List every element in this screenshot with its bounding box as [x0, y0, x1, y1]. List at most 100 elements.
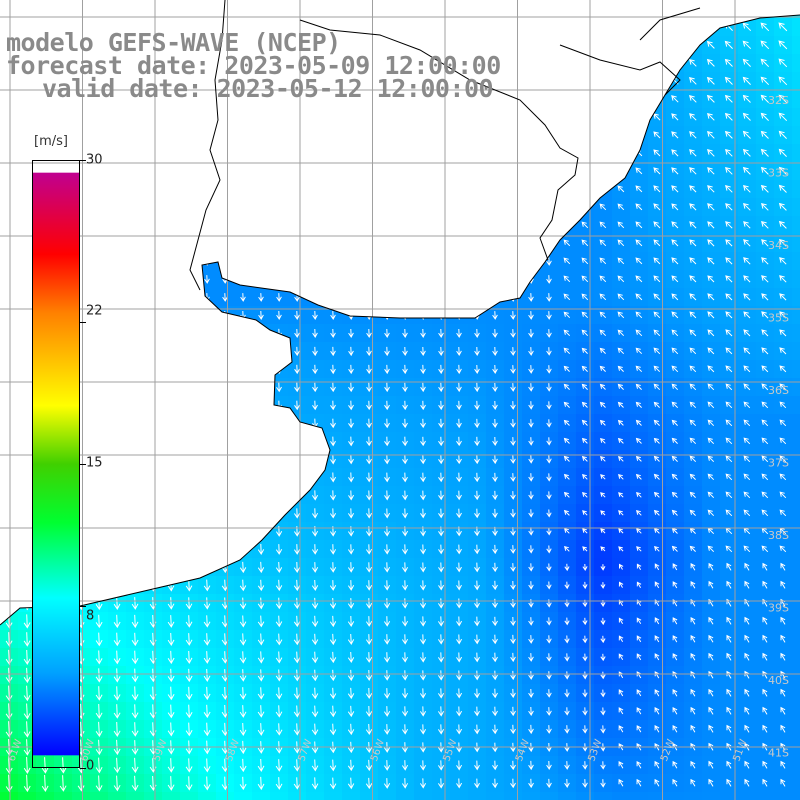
- wind-arrow: [167, 668, 175, 683]
- wind-arrow: [725, 203, 733, 211]
- wind-arrow: [779, 329, 787, 337]
- wind-arrow: [600, 779, 606, 788]
- wind-arrow: [671, 473, 678, 480]
- wind-arrow: [348, 382, 354, 393]
- wind-arrow: [311, 508, 319, 519]
- wind-arrow: [275, 615, 283, 628]
- wind-arrow: [438, 382, 444, 393]
- wind-arrow: [563, 293, 571, 301]
- wind-arrow: [581, 275, 589, 283]
- wind-arrow: [492, 562, 498, 573]
- wind-arrow: [689, 131, 697, 139]
- wind-arrow: [528, 671, 534, 680]
- wind-cell: [576, 792, 594, 800]
- wind-arrow: [329, 759, 337, 772]
- wind-arrow: [474, 328, 480, 338]
- wind-arrow: [275, 759, 283, 772]
- wind-arrow: [95, 668, 103, 683]
- wind-arrow: [761, 203, 769, 211]
- latitude-label: 41S: [768, 747, 789, 760]
- wind-arrow: [706, 148, 715, 157]
- wind-arrow: [671, 509, 678, 516]
- wind-arrow: [311, 597, 319, 610]
- wind-arrow: [563, 239, 571, 247]
- wind-arrow: [546, 545, 552, 554]
- wind-arrow: [528, 437, 534, 446]
- wind-arrow: [492, 311, 498, 320]
- wind-arrow: [348, 436, 354, 447]
- wind-arrow: [636, 546, 642, 552]
- wind-cell: [72, 792, 90, 800]
- wind-arrow: [492, 382, 498, 392]
- wind-arrow: [618, 778, 624, 787]
- wind-arrow: [492, 400, 498, 410]
- wind-arrow: [707, 113, 715, 121]
- wind-arrow: [689, 329, 697, 337]
- wind-arrow: [167, 650, 175, 665]
- wind-arrow: [546, 689, 552, 698]
- wind-arrow: [653, 491, 660, 498]
- wind-arrow: [744, 760, 750, 769]
- wind-arrow: [95, 721, 103, 738]
- wind-arrow: [95, 757, 103, 774]
- wind-arrow: [581, 257, 589, 265]
- wind-arrow: [113, 632, 121, 647]
- wind-arrow: [294, 310, 300, 320]
- wind-arrow: [528, 581, 534, 590]
- wind-arrow: [744, 652, 750, 661]
- latitude-label: 33S: [768, 167, 789, 180]
- wind-arrow: [402, 472, 408, 483]
- wind-arrow: [617, 293, 625, 301]
- wind-cell: [792, 54, 800, 72]
- wind-arrow: [239, 561, 247, 574]
- wind-arrow: [330, 328, 336, 338]
- wind-arrow: [778, 184, 787, 193]
- wind-arrow: [724, 40, 733, 49]
- wind-arrow: [401, 688, 409, 699]
- wind-arrow: [294, 382, 300, 393]
- wind-arrow: [635, 167, 643, 175]
- wind-arrow: [293, 508, 301, 519]
- wind-arrow: [743, 239, 751, 247]
- wind-arrow: [725, 509, 733, 517]
- wind-arrow: [239, 651, 247, 664]
- wind-arrow: [474, 652, 480, 663]
- wind-arrow: [653, 437, 660, 444]
- wind-arrow: [312, 364, 318, 375]
- wind-arrow: [23, 667, 31, 684]
- wind-arrow: [546, 455, 552, 464]
- wind-arrow: [528, 347, 534, 356]
- wind-arrow: [707, 437, 715, 445]
- wind-arrow: [636, 510, 642, 516]
- wind-arrow: [384, 454, 390, 465]
- wind-arrow: [742, 40, 752, 50]
- wind-arrow: [690, 580, 696, 589]
- wind-arrow: [600, 546, 606, 552]
- wind-arrow: [257, 543, 265, 555]
- wind-arrow: [365, 777, 373, 790]
- wind-arrow: [689, 437, 697, 445]
- wind-cell: [180, 792, 198, 800]
- wind-arrow: [724, 130, 733, 139]
- wind-arrow: [510, 419, 516, 428]
- wind-arrow: [672, 670, 678, 679]
- wind-arrow: [347, 633, 355, 645]
- wind-cell: [792, 162, 800, 180]
- wind-arrow: [689, 149, 697, 157]
- wind-arrow: [384, 508, 391, 519]
- wind-arrow: [546, 581, 552, 590]
- wind-arrow: [546, 707, 552, 716]
- wind-arrow: [420, 544, 427, 555]
- wind-arrow: [779, 401, 787, 409]
- wind-arrow: [257, 723, 265, 736]
- wind-arrow: [420, 562, 427, 573]
- wind-arrow: [636, 707, 642, 715]
- wind-arrow: [528, 778, 534, 789]
- wind-arrow: [617, 329, 625, 337]
- wind-arrow: [653, 275, 661, 283]
- wind-arrow: [779, 365, 787, 373]
- wind-cell: [792, 432, 800, 450]
- wind-arrow: [762, 652, 768, 661]
- wind-arrow: [778, 202, 787, 211]
